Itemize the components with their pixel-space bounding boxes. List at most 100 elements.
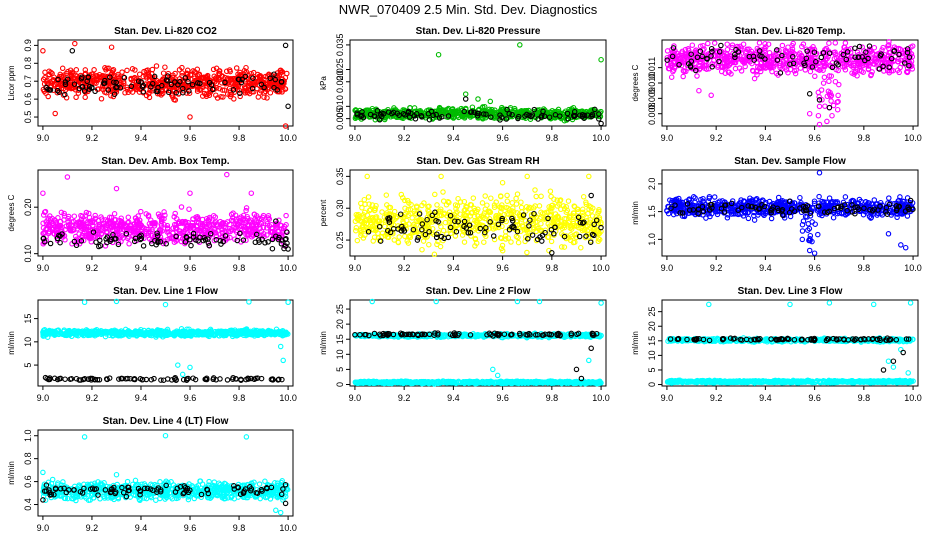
- data-point: [267, 90, 274, 96]
- data-point: [517, 42, 523, 48]
- data-point: [227, 88, 234, 94]
- data-point: [806, 110, 813, 117]
- x-tick-label: 9.0: [37, 263, 50, 273]
- data-point: [452, 233, 459, 239]
- data-point: [119, 69, 125, 75]
- x-tick-label: 9.6: [808, 133, 821, 143]
- data-point: [481, 239, 487, 245]
- data-point: [243, 64, 249, 71]
- data-point: [158, 92, 164, 98]
- data-point: [227, 91, 233, 98]
- y-tick-label: 0.8: [23, 57, 33, 70]
- y-tick-label: 5: [23, 363, 33, 368]
- data-point: [249, 85, 256, 92]
- data-point: [886, 195, 892, 201]
- data-point: [69, 48, 76, 54]
- y-tick-label: 1.5: [647, 205, 657, 218]
- x-tick-label: 9.4: [135, 133, 148, 143]
- data-point: [40, 48, 46, 54]
- data-point: [100, 86, 106, 93]
- data-point: [47, 240, 54, 247]
- data-point: [354, 237, 361, 244]
- data-point: [129, 66, 136, 72]
- x-tick-label: 9.2: [86, 263, 99, 273]
- y-axis-label: ml/min: [7, 331, 16, 355]
- data-point: [203, 93, 210, 100]
- data-point: [828, 98, 834, 104]
- data-point: [256, 90, 263, 96]
- data-point: [65, 85, 71, 91]
- data-point: [180, 89, 186, 96]
- data-point: [250, 89, 257, 95]
- data-point: [824, 118, 830, 125]
- plot-frame: [37, 299, 294, 387]
- data-point: [426, 116, 433, 123]
- data-point: [461, 108, 467, 115]
- data-point: [518, 199, 524, 205]
- chart-title: Stan. Dev. Li-820 Temp.: [735, 26, 846, 37]
- data-point: [832, 40, 839, 46]
- data-point: [802, 67, 809, 73]
- data-point: [480, 116, 486, 122]
- data-point: [592, 106, 598, 113]
- data-point: [708, 92, 714, 99]
- data-point: [282, 86, 288, 92]
- data-point: [705, 40, 711, 47]
- data-point: [237, 93, 243, 100]
- data-point: [269, 245, 276, 252]
- data-point: [541, 113, 548, 120]
- y-tick-label: 0.005: [335, 107, 345, 130]
- data-point: [184, 67, 191, 74]
- data-point: [146, 90, 152, 97]
- data-point: [524, 249, 530, 256]
- y-tick-label: 0.20: [23, 198, 33, 216]
- x-tick-label: 10.0: [904, 263, 922, 273]
- data-point: [170, 72, 176, 78]
- data-point: [751, 217, 758, 223]
- data-point: [462, 96, 469, 102]
- data-point: [216, 85, 223, 92]
- data-point: [62, 81, 69, 88]
- data-point: [419, 114, 425, 120]
- data-point: [529, 112, 536, 118]
- data-point: [109, 88, 115, 94]
- data-point: [284, 70, 290, 77]
- x-tick-label: 9.8: [546, 263, 559, 273]
- data-point: [222, 79, 228, 86]
- data-point: [71, 213, 78, 219]
- data-point: [571, 109, 578, 115]
- data-point: [210, 66, 217, 73]
- y-tick-label: 15: [23, 314, 33, 324]
- data-point: [44, 87, 50, 93]
- data-point: [92, 212, 98, 219]
- data-point: [822, 103, 828, 109]
- data-point: [140, 88, 147, 95]
- data-point: [664, 48, 671, 54]
- y-tick-label: 0.35: [335, 168, 345, 186]
- data-point: [138, 208, 144, 215]
- data-point: [419, 246, 425, 253]
- data-point: [82, 67, 89, 73]
- data-point: [271, 71, 277, 77]
- data-point: [821, 74, 828, 81]
- data-point: [468, 109, 475, 115]
- data-point: [210, 86, 216, 93]
- data-point: [820, 80, 827, 86]
- data-point: [358, 200, 364, 207]
- data-point: [163, 77, 170, 83]
- chart-title: Stan. Dev. Line 1 Flow: [113, 286, 218, 297]
- y-tick-label: 0.9: [23, 39, 33, 52]
- y-tick-label: 10: [23, 337, 33, 347]
- data-point: [589, 113, 596, 119]
- x-tick-label: 9.2: [398, 133, 411, 143]
- data-point: [239, 76, 245, 83]
- data-point: [596, 113, 602, 120]
- data-point: [96, 71, 103, 78]
- data-point: [57, 71, 63, 78]
- data-point: [779, 42, 786, 49]
- data-point: [826, 195, 833, 201]
- data-point: [73, 94, 79, 101]
- data-point: [518, 204, 525, 211]
- x-tick-label: 10.0: [279, 263, 297, 273]
